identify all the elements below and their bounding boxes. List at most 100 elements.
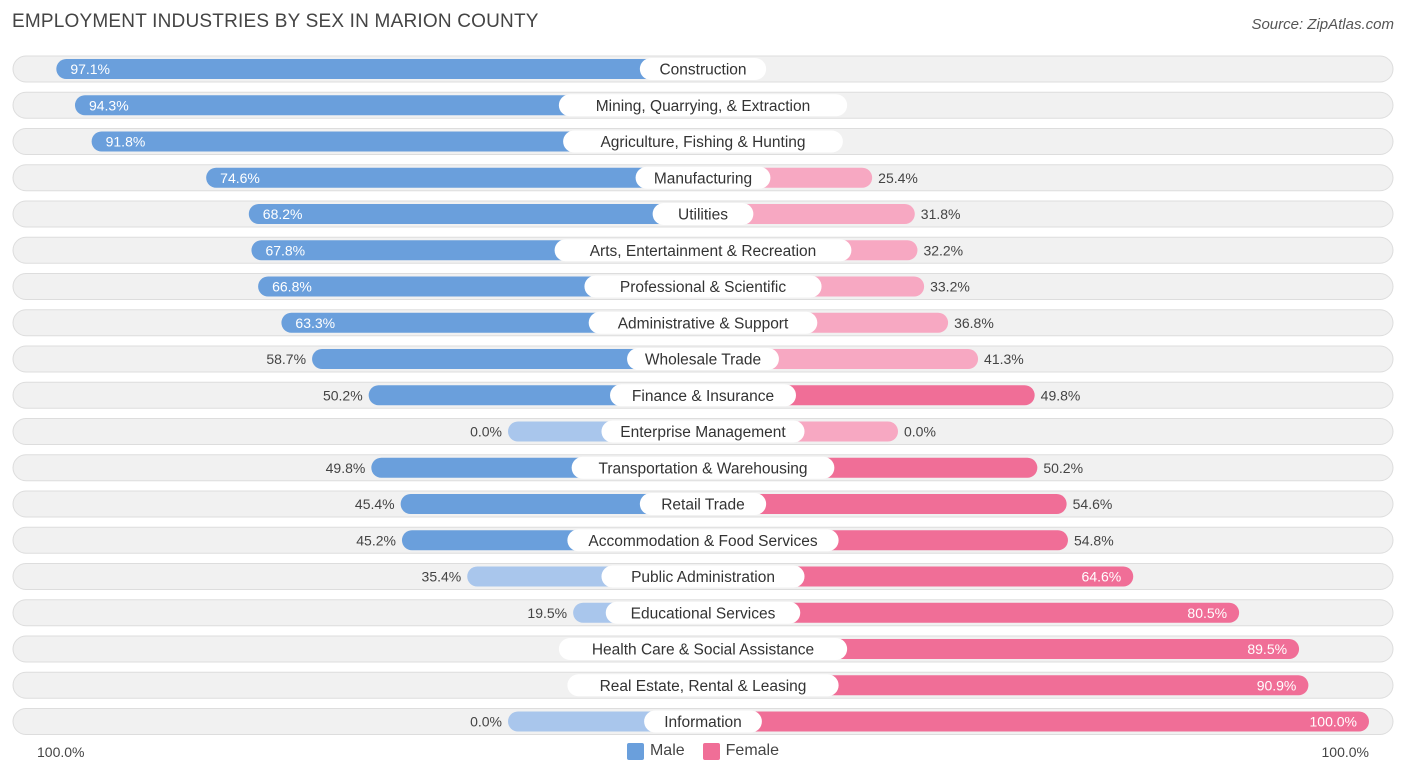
chart-row: 97.1%2.9%Construction (12, 55, 1394, 83)
chart-row: 74.6% 25.4% Manufacturing (12, 164, 1394, 192)
category-pill (567, 674, 839, 697)
value-label-female: 31.8% (921, 206, 961, 222)
chart-row: 9.1%90.9%Real Estate, Rental & Leasing (12, 671, 1394, 699)
chart-row: 58.7% 41.3% Wholesale Trade (12, 345, 1394, 373)
bar-male (206, 167, 703, 188)
category-label: Real Estate, Rental & Leasing (600, 678, 807, 695)
legend-item-male: Male (626, 742, 685, 760)
value-label-female: 54.6% (1073, 496, 1113, 512)
category-label: Educational Services (631, 605, 776, 622)
bar-male (74, 95, 704, 116)
category-label: Public Administration (631, 569, 775, 586)
bar-male (312, 349, 703, 369)
value-label-female: 49.8% (1041, 387, 1081, 403)
bar-male (56, 59, 703, 79)
category-label: Retail Trade (661, 497, 745, 514)
chart-row: 66.8% 33.2% Professional & Scientific (12, 273, 1394, 300)
category-pill (558, 94, 848, 117)
chart-row: 10.5%89.5%Health Care & Social Assistanc… (12, 635, 1394, 663)
value-label-female: 25.4% (878, 170, 918, 186)
category-label: Administrative & Support (618, 315, 789, 332)
bar-female (703, 675, 1309, 696)
value-label-male: 91.8% (106, 134, 146, 150)
diverging-bar-chart: 97.1%2.9%Construction 94.3%5.8%Mining, Qu… (12, 55, 1394, 735)
bar-male (248, 204, 703, 224)
value-label-male: 19.5% (527, 605, 567, 621)
category-pill (554, 239, 852, 262)
value-label-male: 35.4% (422, 569, 462, 585)
category-label: Transportation & Warehousing (598, 460, 807, 477)
value-label-male: 0.0% (470, 424, 502, 440)
chart-row: 0.0% 100.0% Information (12, 708, 1394, 735)
legend-item-female: Female (702, 742, 780, 760)
chart-row: 91.8%8.2%Agriculture, Fishing & Hunting (12, 128, 1394, 155)
value-label-male: 74.6% (220, 170, 260, 186)
category-pill (639, 493, 767, 515)
category-label: Enterprise Management (620, 424, 786, 441)
value-label-female: 100.0% (1310, 714, 1357, 730)
value-label-female: 41.3% (984, 351, 1024, 367)
category-label: Health Care & Social Assistance (592, 642, 814, 659)
value-label-male: 0.0% (470, 714, 502, 730)
category-label: Utilities (678, 207, 728, 224)
category-label: Agriculture, Fishing & Hunting (600, 134, 805, 151)
chart-row: 45.2% 54.8% Accommodation & Food Services (12, 526, 1394, 554)
axis-left-label: 100.0% (37, 744, 85, 760)
value-label-male: 97.1% (70, 61, 110, 77)
value-label-female: 80.5% (1187, 605, 1227, 621)
category-pill (652, 203, 754, 225)
category-pill (571, 456, 835, 479)
category-pill (601, 420, 805, 443)
category-label: Finance & Insurance (632, 388, 774, 405)
value-label-female: 64.6% (1082, 569, 1122, 585)
category-pill (601, 565, 805, 588)
category-label: Construction (659, 62, 746, 79)
source-credit: Source: ZipAtlas.com (1251, 16, 1394, 33)
value-label-male: 45.2% (356, 532, 396, 548)
legend-label-female: Female (725, 742, 780, 759)
value-label-female: 33.2% (930, 279, 970, 295)
category-pill (563, 130, 843, 153)
value-label-male: 68.2% (263, 206, 303, 222)
bar-male (400, 494, 703, 514)
category-pill (627, 348, 779, 370)
category-pill (610, 384, 796, 407)
category-label: Information (664, 714, 742, 731)
chart-row: 63.3% 36.8% Administrative & Support (12, 309, 1394, 337)
chart-row: 0.0% 0.0% Enterprise Management (12, 418, 1394, 445)
legend-swatch-female (702, 742, 720, 760)
value-label-female: 0.0% (904, 424, 936, 440)
value-label-male: 63.3% (295, 315, 335, 331)
value-label-male: 50.2% (323, 387, 363, 403)
value-label-male: 49.8% (326, 460, 366, 476)
value-label-female: 54.8% (1074, 532, 1114, 548)
legend: Male Female (0, 742, 1406, 760)
category-label: Accommodation & Food Services (588, 533, 817, 550)
category-pill (635, 166, 771, 189)
chart-row: 50.2% 49.8% Finance & Insurance (12, 381, 1394, 409)
value-label-female: 32.2% (923, 242, 963, 258)
category-label: Manufacturing (654, 170, 752, 187)
bar-female (703, 566, 1134, 587)
category-label: Wholesale Trade (645, 352, 761, 369)
axis-right-label: 100.0% (1321, 744, 1369, 760)
value-label-female: 36.8% (954, 315, 994, 331)
value-label-female: 90.9% (1257, 677, 1297, 693)
value-label-female: 89.5% (1247, 641, 1287, 657)
value-label-male: 58.7% (266, 351, 306, 367)
chart-title: EMPLOYMENT INDUSTRIES BY SEX IN MARION C… (12, 11, 539, 32)
category-label: Mining, Quarrying, & Extraction (596, 98, 811, 115)
value-label-male: 94.3% (89, 97, 129, 113)
value-label-male: 66.8% (272, 279, 312, 295)
chart-row: 45.4% 54.6% Retail Trade (12, 490, 1394, 518)
category-pill (644, 710, 762, 733)
category-pill (567, 529, 839, 552)
bar-female (703, 639, 1300, 659)
legend-swatch-male (626, 742, 644, 760)
bar-female (703, 602, 1240, 623)
chart-row: 35.4% 64.6% Public Administration (12, 563, 1394, 590)
chart-row: 94.3%5.8%Mining, Quarrying, & Extraction (12, 91, 1394, 119)
chart-row: 19.5% 80.5% Educational Services (12, 599, 1394, 627)
chart-row: 67.8% 32.2% Arts, Entertainment & Recreati… (12, 236, 1394, 264)
chart-row: 68.2% 31.8% Utilities (12, 200, 1394, 228)
